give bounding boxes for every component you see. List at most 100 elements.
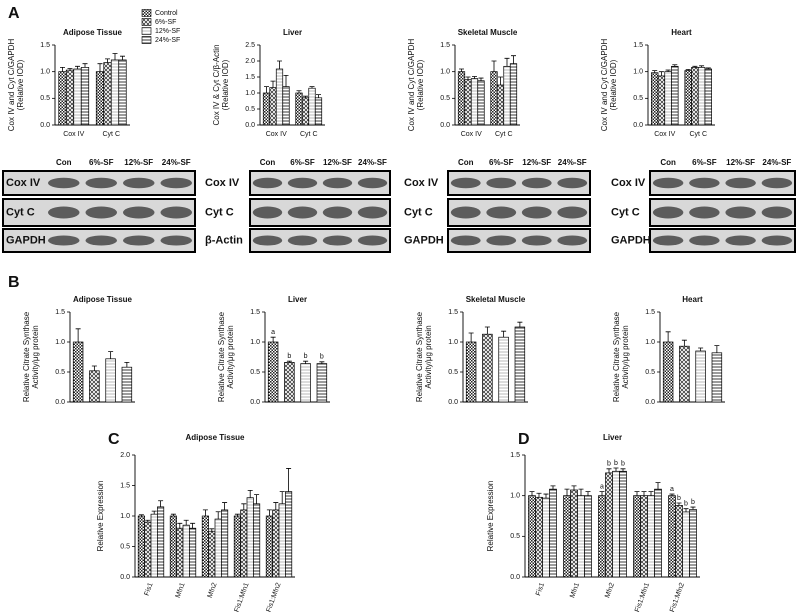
lane-label: 6%-SF xyxy=(489,158,514,167)
y-tick-label: 1.5 xyxy=(645,309,655,316)
y-axis-label: Activity/μg protein xyxy=(31,325,40,388)
lane-label: Con xyxy=(458,158,474,167)
bar xyxy=(640,495,648,578)
x-tick-label: Fis1 xyxy=(144,582,155,597)
bar xyxy=(103,62,112,126)
chart-title: Liver xyxy=(288,295,307,304)
bar xyxy=(457,71,466,126)
bar xyxy=(496,84,505,126)
bar xyxy=(269,87,277,126)
error-bar xyxy=(177,522,183,529)
lane-label: 24%-SF xyxy=(762,158,791,167)
blot-row-label: Cyt C xyxy=(6,206,35,218)
x-tick-label: Cox IV xyxy=(461,131,482,138)
y-tick-label: 2.5 xyxy=(245,42,255,49)
x-tick-label: Cyt C xyxy=(495,131,513,138)
blot-band xyxy=(450,235,481,246)
legend-swatch xyxy=(141,9,152,17)
blot-row-label: Cox IV xyxy=(404,177,439,189)
error-bar xyxy=(676,502,682,506)
x-tick-label: Cox IV xyxy=(266,131,287,138)
blot-band xyxy=(761,177,793,189)
error-bar xyxy=(511,55,516,64)
lane-label: 24%-SF xyxy=(162,158,191,167)
error-bar xyxy=(641,491,647,496)
bar xyxy=(675,505,683,578)
bar xyxy=(285,491,293,578)
error-bar xyxy=(465,76,471,80)
error-bar xyxy=(683,508,689,512)
legend-swatch xyxy=(141,27,152,35)
bar xyxy=(267,341,279,403)
error-bar xyxy=(215,511,221,520)
blot-row-label: GAPDH xyxy=(611,234,651,246)
lane-label: 6%-SF xyxy=(89,158,114,167)
bar xyxy=(503,65,511,126)
error-bar xyxy=(571,485,577,490)
error-bar xyxy=(277,60,282,69)
y-axis-label: Relative Citrate Synthase xyxy=(612,311,621,402)
bar xyxy=(240,509,248,578)
blot-band xyxy=(557,235,588,246)
error-bar xyxy=(309,86,315,89)
y-tick-label: 0.0 xyxy=(120,574,130,581)
blot-band xyxy=(357,206,388,219)
y-tick-label: 0.5 xyxy=(40,95,50,102)
blot-band xyxy=(252,206,283,219)
error-bar xyxy=(578,488,584,496)
error-bar xyxy=(283,75,289,87)
error-bar xyxy=(564,488,570,496)
blot-band xyxy=(486,235,517,246)
y-axis-label: Cox IV and Cyt C/GAPDH xyxy=(7,39,16,132)
error-bar xyxy=(672,64,678,67)
error-bar xyxy=(75,65,80,69)
bar xyxy=(711,352,723,403)
bar xyxy=(650,72,659,126)
blot-band xyxy=(252,235,283,246)
y-tick-label: 0.0 xyxy=(510,574,520,581)
error-bar xyxy=(316,94,321,98)
y-tick-label: 0.5 xyxy=(510,533,520,540)
chart-title: Skeletal Muscle xyxy=(458,28,518,37)
error-bar xyxy=(120,55,125,60)
legend-label: 6%-SF xyxy=(155,19,176,26)
y-axis-label: (Relative IOD) xyxy=(416,59,425,110)
blot-strip xyxy=(2,198,196,227)
error-bar xyxy=(665,69,671,72)
x-tick-label: Mfn1 xyxy=(569,582,581,599)
bar xyxy=(598,495,606,578)
y-axis-label: (Relative IOD) xyxy=(221,59,230,110)
bar xyxy=(182,524,190,578)
x-tick-label: Cyt C xyxy=(103,131,121,138)
error-bar xyxy=(75,328,81,342)
bar xyxy=(265,515,273,578)
lane-label: Con xyxy=(260,158,276,167)
error-bar xyxy=(692,65,698,68)
y-tick-label: 0.5 xyxy=(633,95,643,102)
error-bar xyxy=(112,53,118,60)
blot-band xyxy=(287,177,318,189)
error-bar xyxy=(209,528,215,532)
error-bar xyxy=(705,67,711,69)
y-tick-label: 1.0 xyxy=(245,90,255,97)
error-bar xyxy=(264,86,269,93)
y-axis-label: Relative Citrate Synthase xyxy=(415,311,424,402)
lane-label: 12%-SF xyxy=(124,158,153,167)
error-bar xyxy=(690,506,696,510)
x-tick-label: Fis1 xyxy=(535,582,546,597)
y-tick-label: 1.5 xyxy=(245,74,255,81)
y-tick-label: 1.5 xyxy=(440,42,450,49)
lane-label: 24%-SF xyxy=(558,158,587,167)
error-bar xyxy=(658,71,664,76)
bar xyxy=(619,470,627,578)
error-bar xyxy=(190,522,196,529)
error-bar xyxy=(124,362,130,368)
bar xyxy=(295,92,303,126)
y-axis-label: Relative Expression xyxy=(486,481,495,552)
bar xyxy=(689,509,697,578)
y-axis-label: Activity/μg protein xyxy=(424,325,433,388)
y-tick-label: 0.0 xyxy=(40,122,50,129)
bar xyxy=(301,97,310,126)
y-tick-label: 1.5 xyxy=(40,42,50,49)
y-tick-label: 0.5 xyxy=(645,369,655,376)
